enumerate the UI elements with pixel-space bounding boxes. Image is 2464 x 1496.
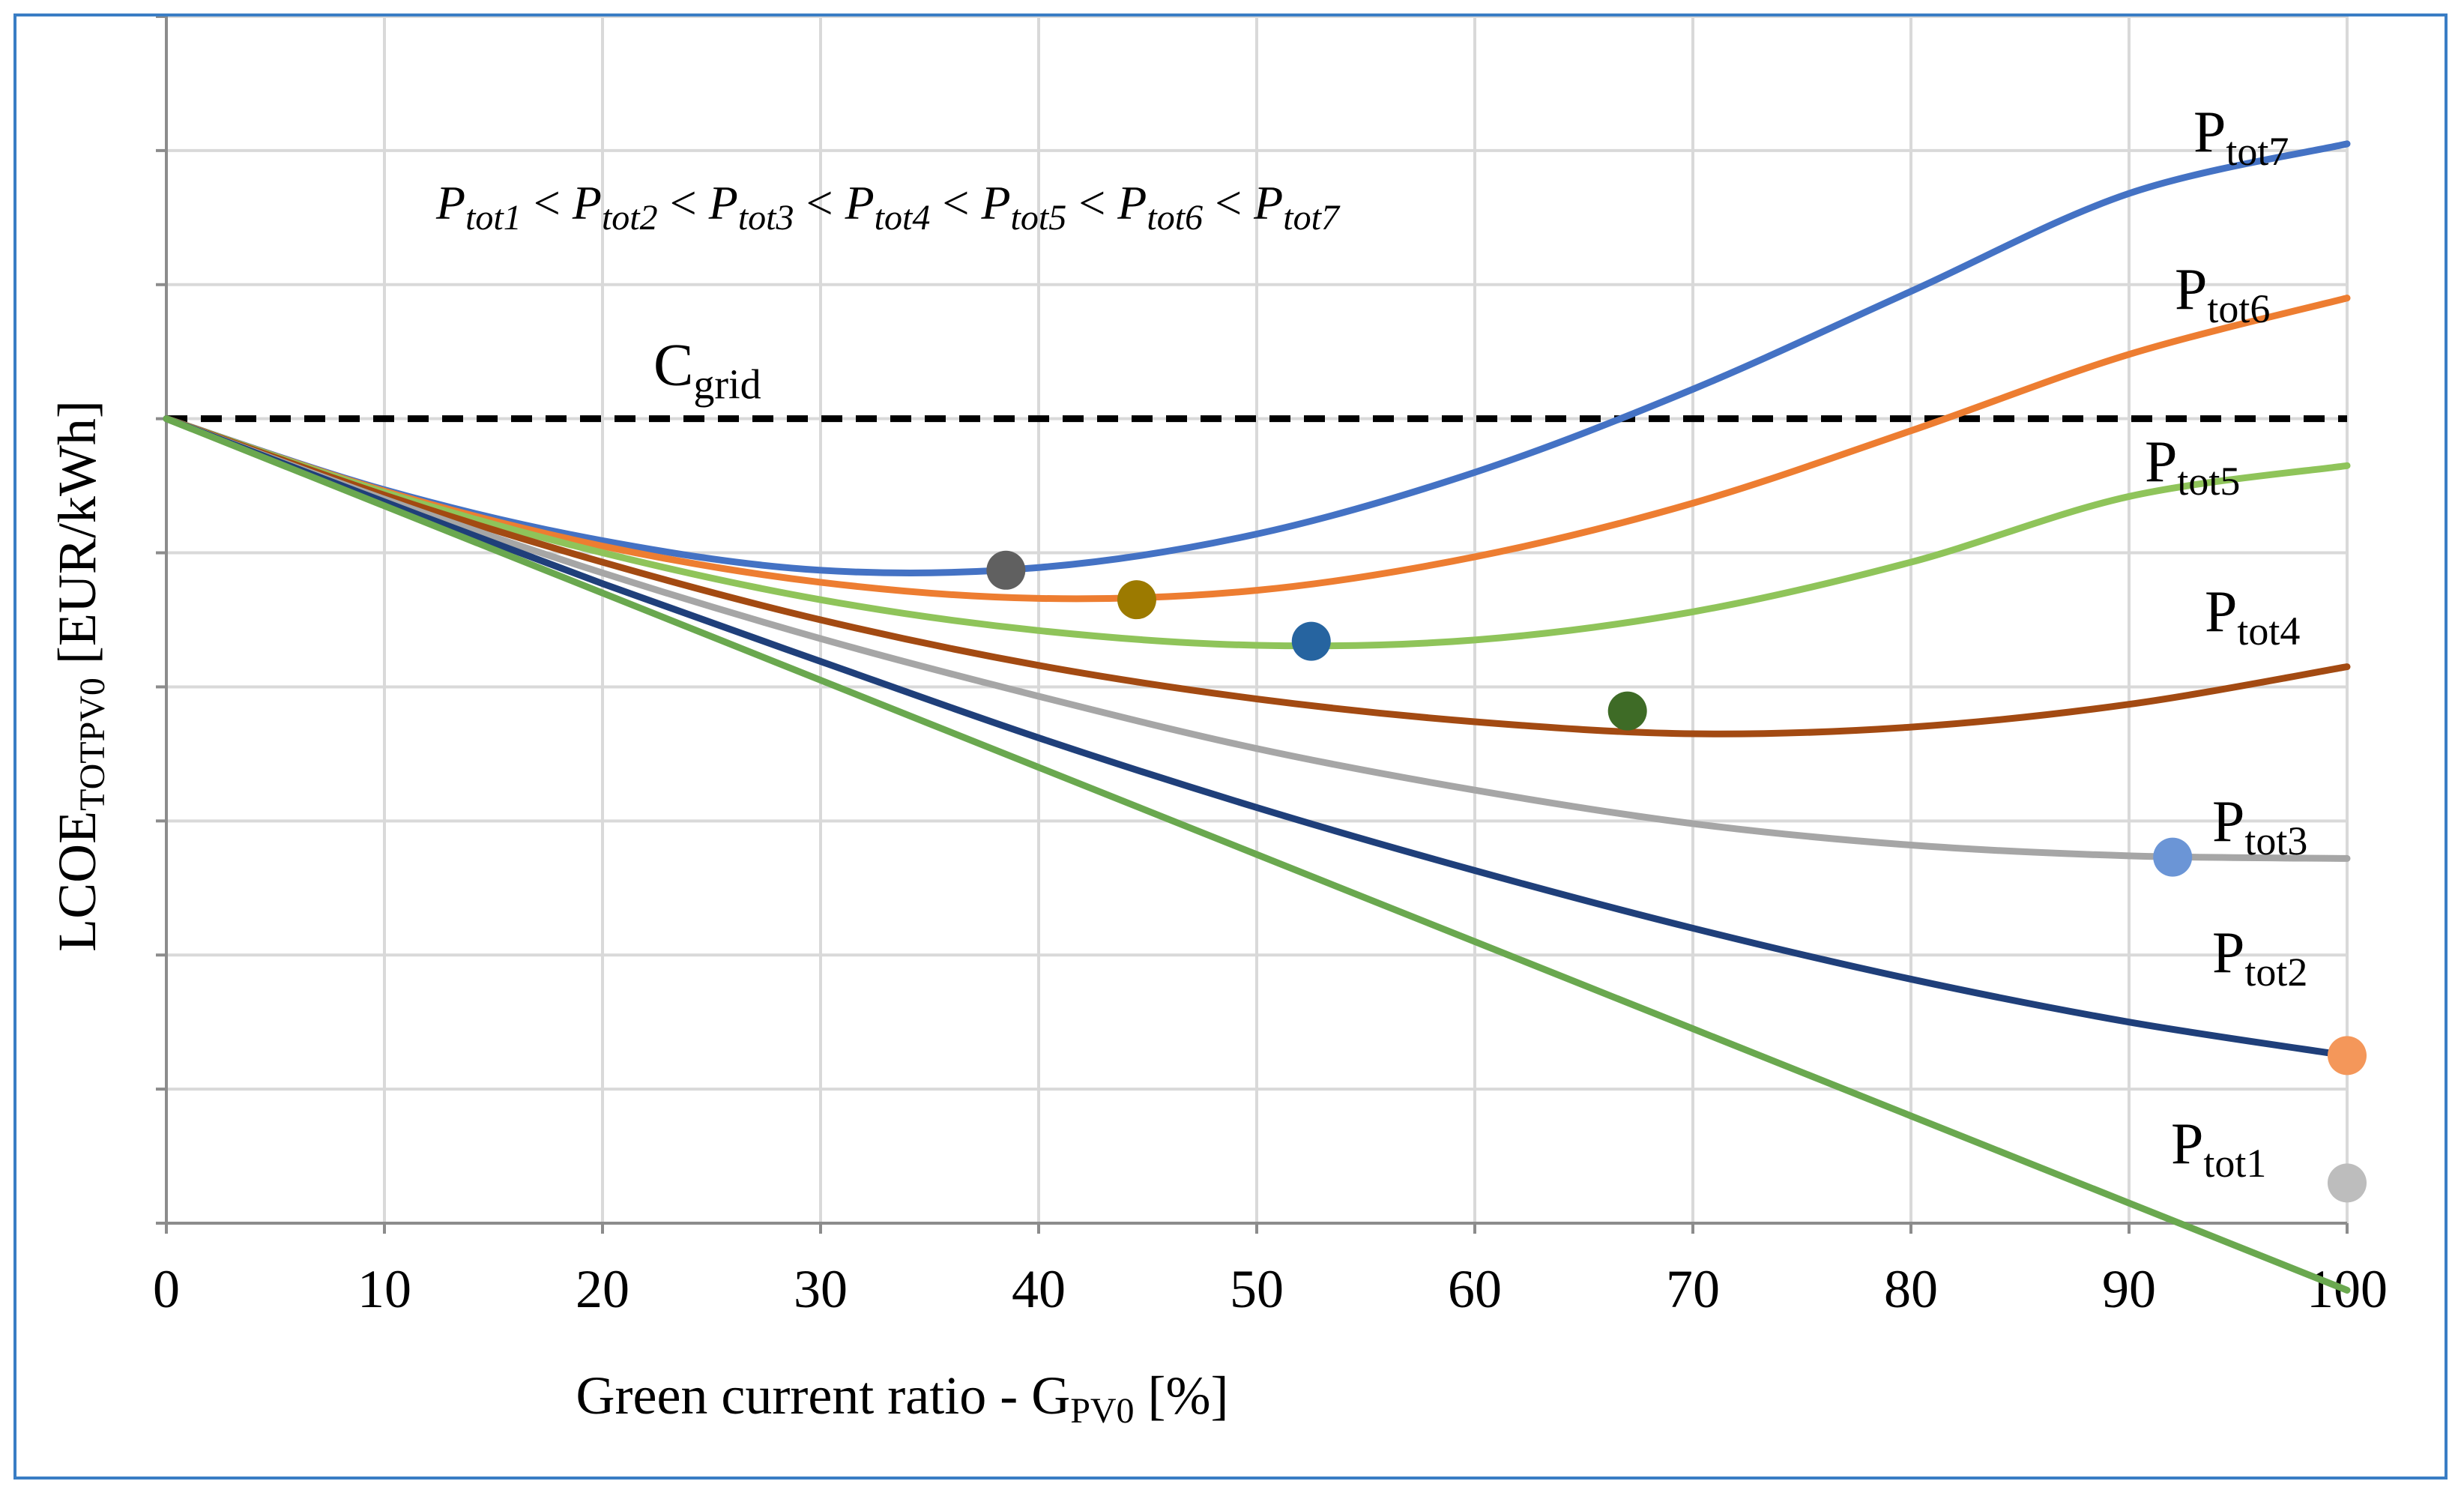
x-tick-label: 50 xyxy=(1230,1259,1284,1319)
series-line-tot6 xyxy=(163,295,2351,603)
chart-frame: 0 10 20 30 40 50 60 70 80 90 100 Cgrid Ptot1 Ptot2 P… xyxy=(13,13,2448,1480)
series-label-main: P xyxy=(2212,920,2244,985)
x-tick-label: 0 xyxy=(153,1259,180,1319)
optimum-point xyxy=(1291,621,1331,661)
series-label-tot2: Ptot2 xyxy=(2212,920,2307,995)
series-label-sub: tot2 xyxy=(2244,950,2307,995)
optimum-point xyxy=(2153,837,2193,877)
series-label-main: P xyxy=(2205,579,2237,644)
series-line-tot2 xyxy=(163,415,2351,1059)
annotation-part: < xyxy=(658,176,709,229)
x-axis-label-sub: PV0 xyxy=(1070,1391,1134,1431)
x-tick-label: 20 xyxy=(576,1259,629,1319)
annotation-part: P xyxy=(1117,176,1147,229)
series-label-main: P xyxy=(2212,788,2244,854)
series-label-main: P xyxy=(2145,429,2177,494)
y-axis-label-sub: TOTPV0 xyxy=(73,678,112,811)
optimum-point xyxy=(2328,1163,2367,1203)
x-tick-label: 60 xyxy=(1448,1259,1502,1319)
x-tick-label: 90 xyxy=(2102,1259,2156,1319)
annotation-part: P xyxy=(845,176,875,229)
annotation-part: P xyxy=(1253,176,1283,229)
annotation-part: P xyxy=(708,176,738,229)
series-label-main: P xyxy=(2193,99,2226,164)
annotation-part: < xyxy=(1066,176,1117,229)
annotation-sub: tot3 xyxy=(738,198,794,238)
series-label-sub: tot6 xyxy=(2207,286,2270,331)
annotation-sub: tot1 xyxy=(465,198,522,238)
series-line-tot3 xyxy=(163,415,2351,862)
annotation-part: P xyxy=(980,176,1010,229)
annotation-part: < xyxy=(794,176,845,229)
series-label-sub: tot5 xyxy=(2177,459,2240,504)
x-tick-label: 40 xyxy=(1012,1259,1066,1319)
series-label-tot5: Ptot5 xyxy=(2145,429,2240,504)
x-tick-labels: 0 10 20 30 40 50 60 70 80 90 100 xyxy=(153,1259,2388,1319)
gridlines xyxy=(166,16,2349,1223)
reference-line-group: Cgrid xyxy=(166,333,2347,423)
annotation-part: P xyxy=(572,176,602,229)
series-label-sub: tot4 xyxy=(2237,609,2300,654)
series-label-main: P xyxy=(2171,1111,2203,1176)
series-label-main: P xyxy=(2175,256,2207,322)
line-chart: 0 10 20 30 40 50 60 70 80 90 100 Cgrid Ptot1Ptot2P… xyxy=(47,16,2388,1431)
reference-line-label-main: C xyxy=(653,333,693,399)
annotation-sub: tot7 xyxy=(1283,198,1341,238)
series-lines xyxy=(163,140,2351,1294)
y-axis-label-main: LCOE xyxy=(47,811,107,952)
optimum-markers xyxy=(986,550,2367,1203)
x-axis-label: Green current ratio - GPV0 [%] xyxy=(576,1366,1229,1431)
annotation-sub: tot5 xyxy=(1011,198,1067,238)
annotation-part: < xyxy=(930,176,981,229)
series-label-sub: tot1 xyxy=(2203,1141,2266,1186)
series-line-tot4 xyxy=(163,415,2351,738)
reference-line-label-sub: grid xyxy=(693,362,761,408)
annotation-part: < xyxy=(1203,176,1254,229)
optimum-point xyxy=(1607,691,1647,731)
power-order-annotation: Ptot1 < Ptot2 < Ptot3 < Ptot4 < Ptot5 < … xyxy=(435,176,1341,238)
annotation-part: P xyxy=(435,176,465,229)
optimum-point xyxy=(986,550,1026,590)
annotation-sub: tot2 xyxy=(602,198,658,238)
reference-line-label: Cgrid xyxy=(653,333,761,408)
series-label-tot1: Ptot1 xyxy=(2171,1111,2266,1186)
optimum-point xyxy=(1117,580,1156,620)
series-label-sub: tot3 xyxy=(2244,818,2307,863)
x-axis-label-suffix: [%] xyxy=(1135,1366,1229,1426)
series-label-tot4: Ptot4 xyxy=(2205,579,2300,654)
series-label-tot6: Ptot6 xyxy=(2175,256,2270,331)
annotation-sub: tot4 xyxy=(875,198,931,238)
x-tick-label: 10 xyxy=(357,1259,411,1319)
x-tick-label: 80 xyxy=(1884,1259,1938,1319)
y-axis-label: LCOETOTPV0 [EUR/kWh] xyxy=(47,400,112,952)
annotation-sub: tot6 xyxy=(1147,198,1203,238)
optimum-point xyxy=(2328,1036,2367,1076)
y-axis-label-suffix: [EUR/kWh] xyxy=(47,400,107,678)
series-line-tot1 xyxy=(163,415,2351,1294)
series-label-tot7: Ptot7 xyxy=(2193,99,2289,174)
x-tick-label: 70 xyxy=(1666,1259,1720,1319)
annotation-part: < xyxy=(522,176,573,229)
series-label-sub: tot7 xyxy=(2226,129,2289,174)
x-axis-label-main: Green current ratio - G xyxy=(576,1366,1071,1426)
x-tick-label: 30 xyxy=(794,1259,848,1319)
series-line-tot7 xyxy=(163,140,2351,576)
series-line-tot5 xyxy=(163,415,2351,650)
series-label-tot3: Ptot3 xyxy=(2212,788,2307,863)
